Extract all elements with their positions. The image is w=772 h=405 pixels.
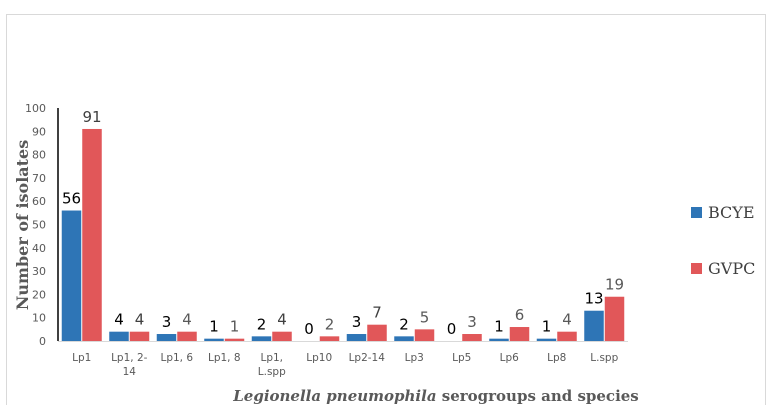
y-tick-label: 90 — [32, 125, 46, 138]
y-tick-label: 0 — [39, 335, 46, 348]
data-label-bcye: 1 — [209, 318, 219, 336]
bar-bcye — [61, 210, 82, 341]
data-label-bcye: 4 — [114, 311, 124, 329]
data-label-gvpc: 91 — [82, 108, 101, 126]
data-label-bcye: 3 — [352, 313, 362, 331]
x-tick-label-line: Lp1, 6 — [160, 352, 193, 364]
bar-bcye — [109, 331, 129, 341]
bar-bcye — [584, 310, 604, 341]
bar-gvpc — [509, 327, 530, 341]
data-label-gvpc: 4 — [182, 311, 192, 329]
bar-bcye — [536, 338, 557, 341]
bar-gvpc — [414, 329, 435, 341]
x-tick-label: Lp5 — [452, 352, 471, 364]
data-label-gvpc: 7 — [372, 304, 382, 322]
y-tick-label: 80 — [32, 149, 46, 162]
bar-gvpc — [82, 128, 102, 341]
y-tick-label: 70 — [32, 172, 46, 185]
data-label-bcye: 2 — [399, 315, 409, 333]
x-tick-label: Lp2-14 — [349, 352, 386, 364]
data-label-bcye: 13 — [584, 290, 603, 308]
bar-gvpc — [224, 338, 245, 341]
x-tick-label-line: Lp1 — [72, 352, 91, 364]
x-tick-label: Lp8 — [547, 352, 566, 364]
bar-gvpc — [367, 324, 387, 341]
x-tick-label-line: L.spp — [590, 352, 618, 364]
x-tick-label-line: Lp5 — [452, 352, 471, 364]
x-axis-label: Legionella pneumophila serogroups and sp… — [232, 387, 639, 405]
y-tick-label: 60 — [32, 195, 46, 208]
x-tick-label-line: L.spp — [258, 366, 286, 378]
x-axis-categories: Lp1 Lp1, 2- 14 Lp1, 6 Lp1, 8 Lp1, L.spp Lp10 Lp2… — [72, 352, 618, 378]
x-tick-label-line: Lp1, — [260, 352, 283, 364]
y-tick-label: 100 — [25, 102, 46, 115]
y-tick-label: 50 — [32, 219, 46, 232]
legend-swatch-bcye — [691, 207, 702, 218]
data-label-bcye: 1 — [542, 318, 552, 336]
data-label-gvpc: 6 — [515, 306, 525, 324]
data-label-bcye: 0 — [447, 320, 457, 338]
legend-swatch-gvpc — [691, 263, 702, 274]
data-label-gvpc: 19 — [605, 276, 624, 294]
data-label-gvpc: 2 — [325, 315, 335, 333]
bar-bcye — [346, 334, 367, 341]
bar-bcye — [489, 338, 509, 341]
x-axis-label-rest: serogroups and species — [437, 387, 639, 405]
bars-group — [61, 128, 625, 341]
chart-frame — [6, 14, 766, 405]
data-label-gvpc: 4 — [562, 311, 572, 329]
data-label-bcye: 3 — [162, 313, 172, 331]
data-label-bcye: 56 — [62, 190, 81, 208]
x-tick-label: L.spp — [590, 352, 618, 364]
x-tick-label: Lp10 — [306, 352, 332, 364]
y-tick-label: 20 — [32, 288, 46, 301]
y-axis-label: Number of isolates — [13, 140, 32, 310]
x-tick-label-line: Lp3 — [405, 352, 424, 364]
x-tick-label-line: Lp2-14 — [349, 352, 386, 364]
x-tick-label: Lp1 — [72, 352, 91, 364]
x-tick-label-line: Lp8 — [547, 352, 566, 364]
x-tick-label: Lp6 — [500, 352, 520, 364]
data-label-gvpc: 4 — [135, 311, 145, 329]
bar-bcye — [394, 336, 414, 341]
bar-bcye — [204, 338, 224, 341]
bar-bcye — [251, 336, 272, 341]
bar-gvpc — [272, 331, 292, 341]
data-label-bcye: 2 — [257, 315, 267, 333]
data-label-bcye: 1 — [494, 318, 504, 336]
x-tick-label-line: 14 — [123, 366, 137, 378]
x-tick-label: Lp1, 2- 14 — [111, 352, 148, 378]
bar-gvpc — [319, 336, 340, 341]
bar-gvpc — [177, 331, 197, 341]
legend: BCYE GVPC — [691, 203, 755, 278]
bar-bcye — [156, 334, 177, 341]
x-tick-label-line: Lp1, 2- — [111, 352, 148, 364]
y-tick-label: 30 — [32, 265, 46, 278]
bar-gvpc — [129, 331, 150, 341]
data-label-gvpc: 4 — [277, 311, 287, 329]
x-tick-label: Lp1, L.spp — [258, 352, 286, 378]
data-label-gvpc: 1 — [230, 318, 240, 336]
bar-gvpc — [462, 334, 482, 341]
data-label-gvpc: 3 — [467, 313, 477, 331]
legend-label-bcye: BCYE — [708, 203, 755, 222]
x-tick-label: Lp1, 6 — [160, 352, 193, 364]
x-tick-label-line: Lp1, 8 — [208, 352, 241, 364]
x-tick-label-line: Lp10 — [306, 352, 332, 364]
x-tick-label-line: Lp6 — [500, 352, 520, 364]
bar-gvpc — [604, 296, 625, 341]
legend-label-gvpc: GVPC — [708, 259, 755, 278]
y-tick-label: 40 — [32, 242, 46, 255]
data-label-gvpc: 5 — [420, 308, 430, 326]
x-tick-label: Lp3 — [405, 352, 424, 364]
x-tick-label: Lp1, 8 — [208, 352, 241, 364]
bar-gvpc — [557, 331, 577, 341]
data-label-bcye: 0 — [304, 320, 314, 338]
y-tick-label: 10 — [32, 312, 46, 325]
x-axis-label-italic: Legionella pneumophila — [232, 387, 436, 405]
